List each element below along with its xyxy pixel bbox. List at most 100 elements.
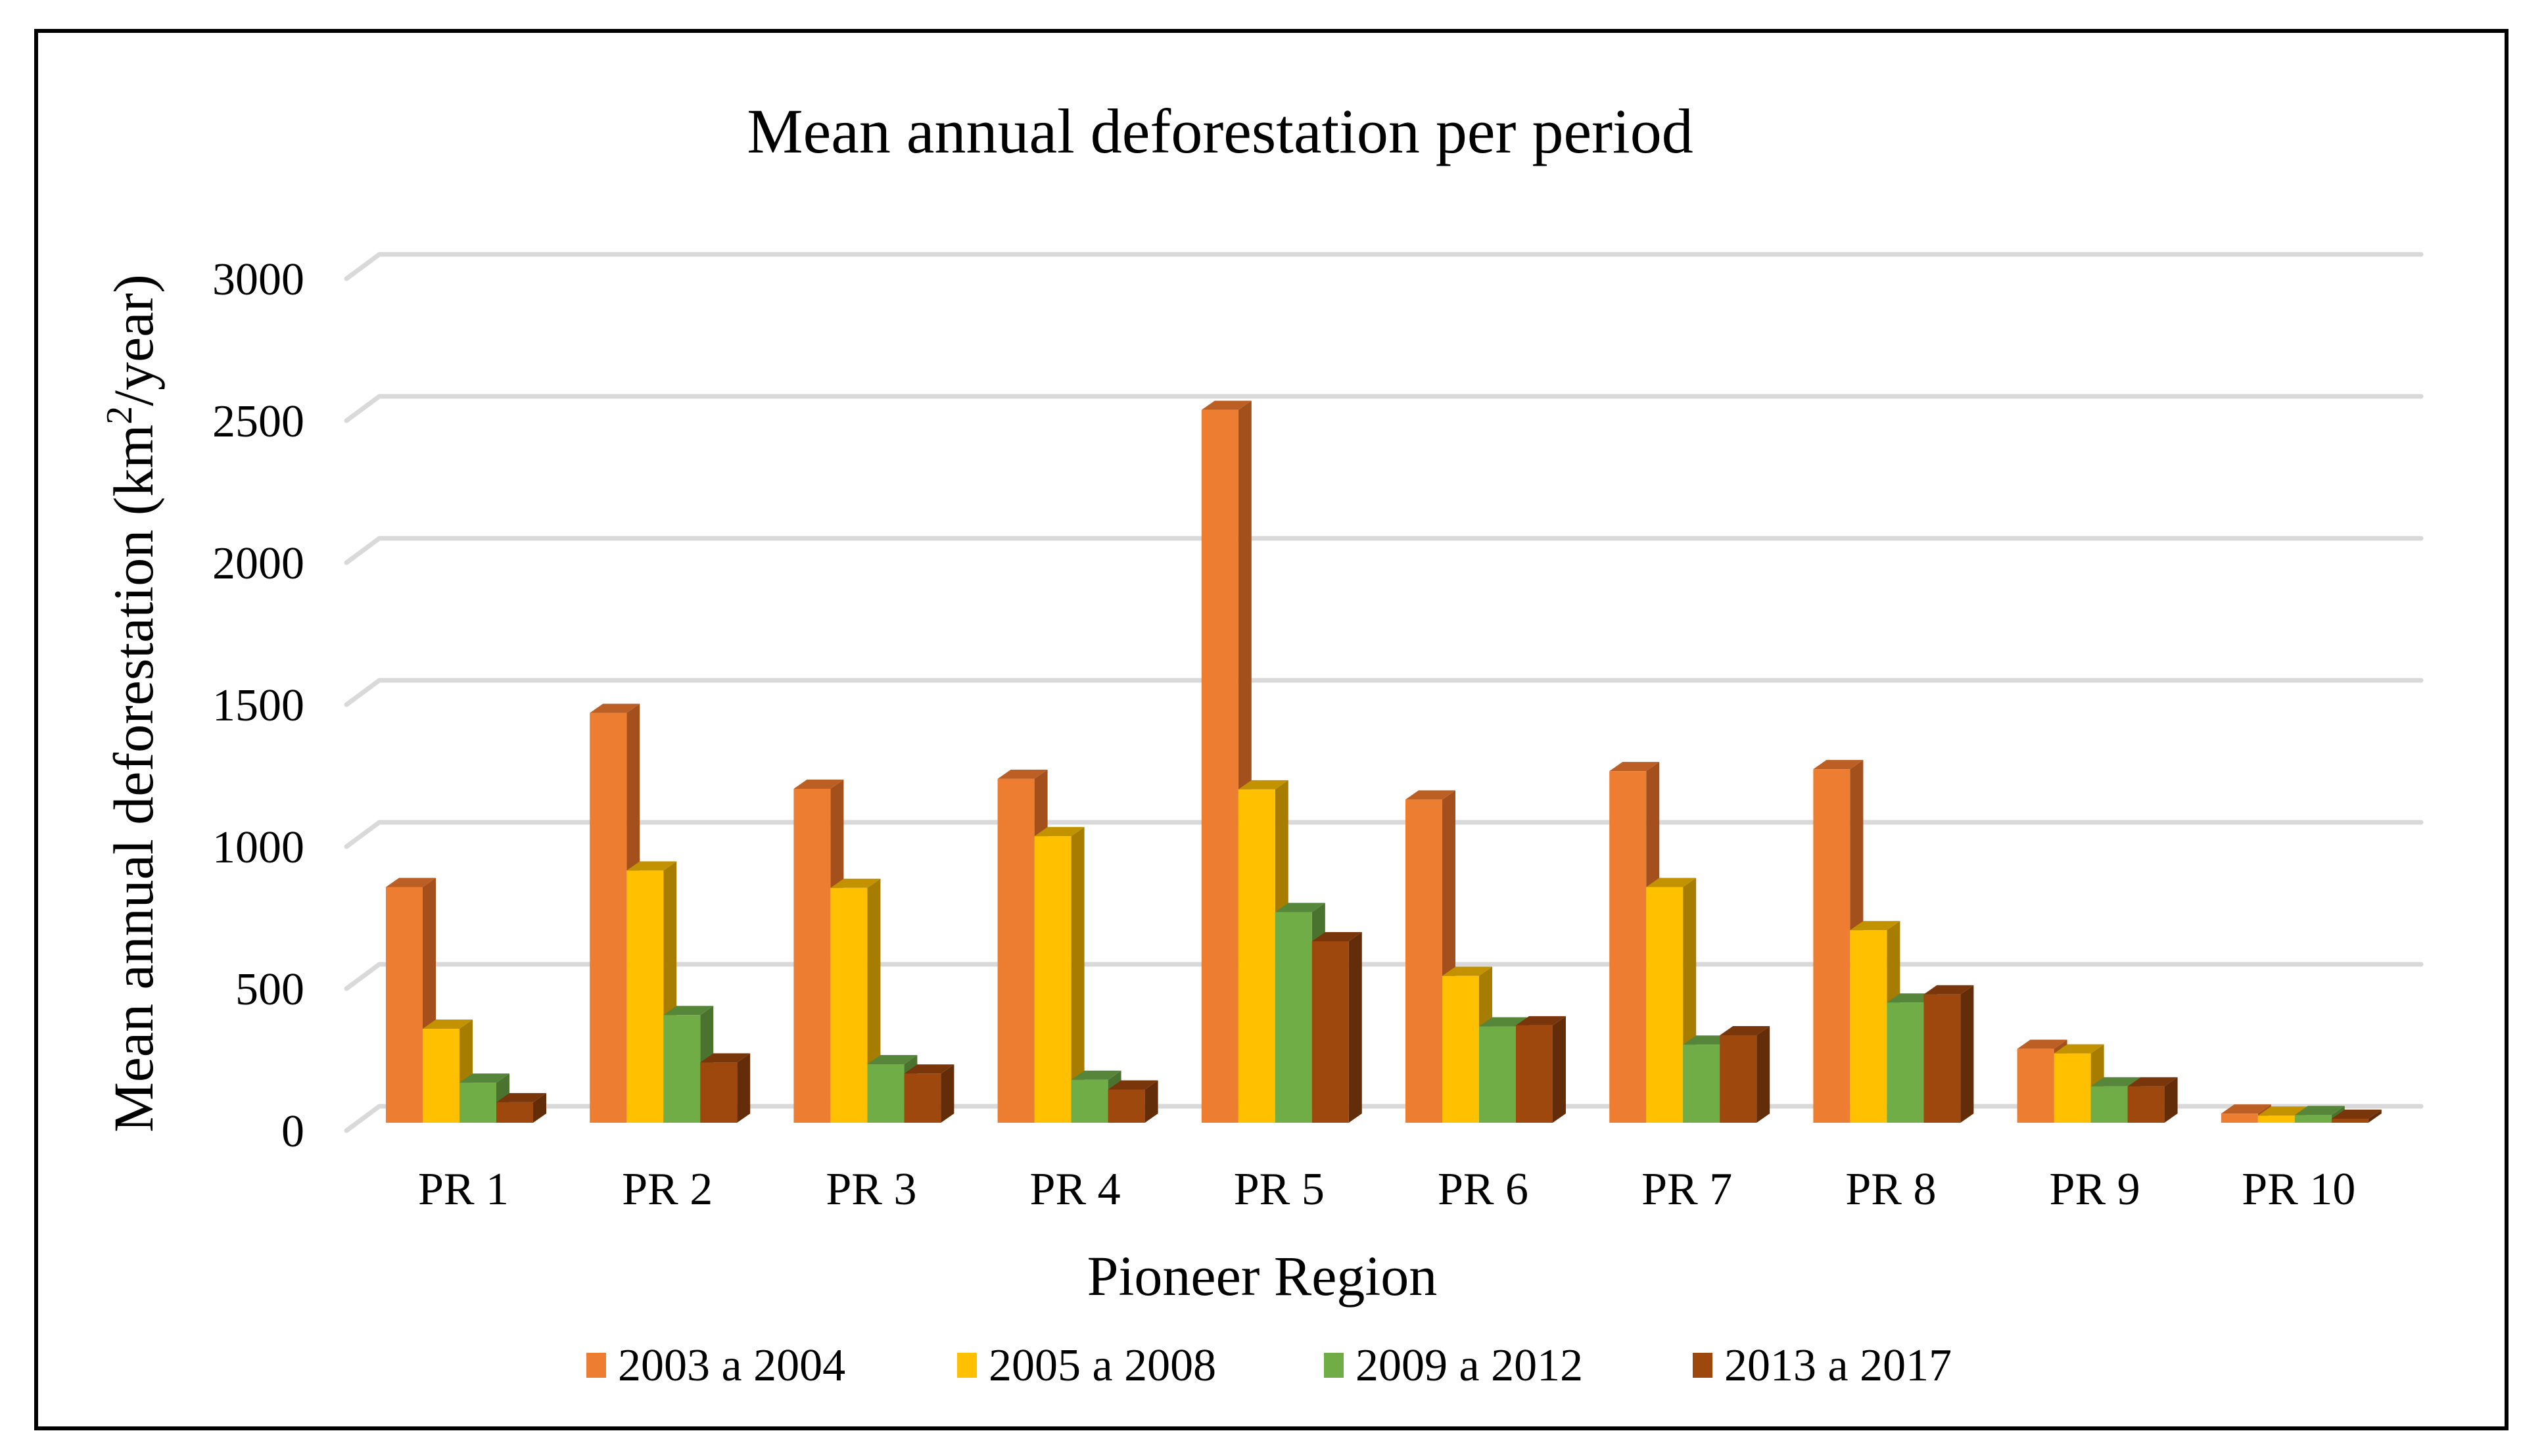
y-tick-label: 1500 (212, 680, 304, 731)
bar-front-face (423, 1029, 459, 1123)
bar (904, 1064, 954, 1123)
y-axis-title: Mean annual deforestation (km2/year) (99, 274, 165, 1133)
bar-front-face (904, 1073, 941, 1123)
bar-front-face (830, 887, 868, 1123)
legend-swatch (1324, 1353, 1344, 1378)
bar-front-face (2294, 1115, 2332, 1123)
bar-front-face (1442, 975, 1479, 1123)
y-tick-label: 2000 (212, 538, 304, 589)
bar-group (590, 703, 751, 1123)
bar-side-face (1144, 1080, 1158, 1123)
bar-top-face (626, 861, 677, 871)
y-tick-label: 0 (281, 1106, 304, 1157)
bar (1034, 827, 1085, 1123)
bar (1923, 985, 1974, 1123)
bar-front-face (1238, 789, 1275, 1123)
legend-swatch (957, 1353, 977, 1378)
bar-top-face (2017, 1039, 2067, 1049)
x-tick-label: PR 5 (1234, 1164, 1325, 1215)
bar (626, 861, 677, 1123)
y-axis-title-main: Mean annual deforestation (km (102, 425, 165, 1133)
bar-top-face (1442, 966, 1492, 976)
bar-front-face (590, 713, 627, 1123)
bar-top-face (386, 878, 436, 887)
bar-side-face (1960, 985, 1974, 1123)
bar-top-face (2221, 1104, 2271, 1114)
chart-border (34, 29, 2509, 1430)
bar-front-face (1813, 769, 1850, 1123)
bar-front-face (1071, 1079, 1108, 1123)
y-axis-title-superscript: 2 (99, 406, 140, 425)
bar (830, 878, 881, 1123)
legend-item: 2005 a 2008 (957, 1340, 1216, 1391)
bar (1516, 1016, 1566, 1123)
legend-label: 2013 a 2017 (1724, 1340, 1952, 1391)
x-axis-title: Pioneer Region (1087, 1244, 1438, 1307)
bar-top-face (2257, 1106, 2308, 1116)
gridline (344, 536, 2424, 565)
bar-top-face (663, 1006, 714, 1016)
bar (2331, 1109, 2382, 1123)
bar-front-face (793, 788, 831, 1123)
bar-front-face (626, 870, 664, 1123)
y-tick-label: 500 (235, 964, 304, 1015)
legend-item: 2003 a 2004 (586, 1340, 845, 1391)
bar-side-face (533, 1092, 546, 1123)
bar (2054, 1044, 2104, 1123)
bar (1108, 1080, 1158, 1123)
x-tick-label: PR 8 (1845, 1164, 1936, 1215)
bar-top-face (423, 1020, 473, 1029)
bar-front-face (1887, 1002, 1924, 1123)
bar-group (1609, 762, 1770, 1123)
bar-front-face (2257, 1115, 2295, 1123)
x-tick-label: PR 10 (2242, 1164, 2355, 1215)
bar-top-face (997, 769, 1048, 779)
y-tick-label: 1000 (212, 822, 304, 873)
bar-front-face (663, 1015, 701, 1123)
bar-top-face (496, 1092, 546, 1102)
bar-top-face (1609, 762, 1660, 772)
legend-label: 2003 a 2004 (618, 1340, 845, 1391)
bar-top-face (2054, 1044, 2104, 1054)
bar-top-face (700, 1053, 751, 1063)
bar-front-face (2017, 1048, 2054, 1123)
bar-front-face (2221, 1114, 2258, 1123)
bar (700, 1053, 751, 1123)
gridline (344, 252, 2424, 281)
bar-top-face (867, 1055, 918, 1065)
bar (1311, 931, 1362, 1123)
bar-side-face (737, 1053, 751, 1123)
bar-front-face (2054, 1053, 2091, 1123)
bar-top-face (1516, 1016, 1566, 1025)
bar-top-face (1275, 903, 1325, 912)
bar-side-face (1553, 1016, 1566, 1123)
legend-label: 2005 a 2008 (989, 1340, 1216, 1391)
x-tick-label: PR 4 (1030, 1164, 1121, 1215)
bar-front-face (1275, 912, 1312, 1123)
bar-front-face (1516, 1025, 1553, 1123)
bar-top-face (830, 878, 881, 888)
bar-top-face (2090, 1077, 2141, 1087)
bar-side-face (1071, 827, 1085, 1123)
bar-front-face (1405, 799, 1442, 1123)
y-tick-label: 2500 (212, 396, 304, 447)
bar-front-face (496, 1102, 533, 1123)
bar (459, 1073, 509, 1123)
legend-swatch (586, 1353, 606, 1378)
bar-front-face (1609, 771, 1647, 1123)
bar-side-face (2368, 1109, 2382, 1123)
bar-top-face (1034, 827, 1085, 837)
bar (1646, 878, 1697, 1123)
bar-top-face (590, 703, 640, 713)
legend-swatch (1693, 1353, 1712, 1378)
bar-top-face (793, 779, 844, 789)
bar-top-face (2294, 1106, 2345, 1115)
bar-front-face (1479, 1026, 1516, 1123)
bar-front-face (1683, 1045, 1720, 1123)
bar-front-face (2331, 1118, 2368, 1123)
bar-front-face (1034, 836, 1072, 1123)
legend: 2003 a 2004 2005 a 2008 2009 a 2012 2013 a … (586, 1340, 1952, 1391)
bar-top-face (1108, 1080, 1158, 1090)
bar-front-face (386, 887, 423, 1123)
bar-side-face (1756, 1025, 1770, 1123)
